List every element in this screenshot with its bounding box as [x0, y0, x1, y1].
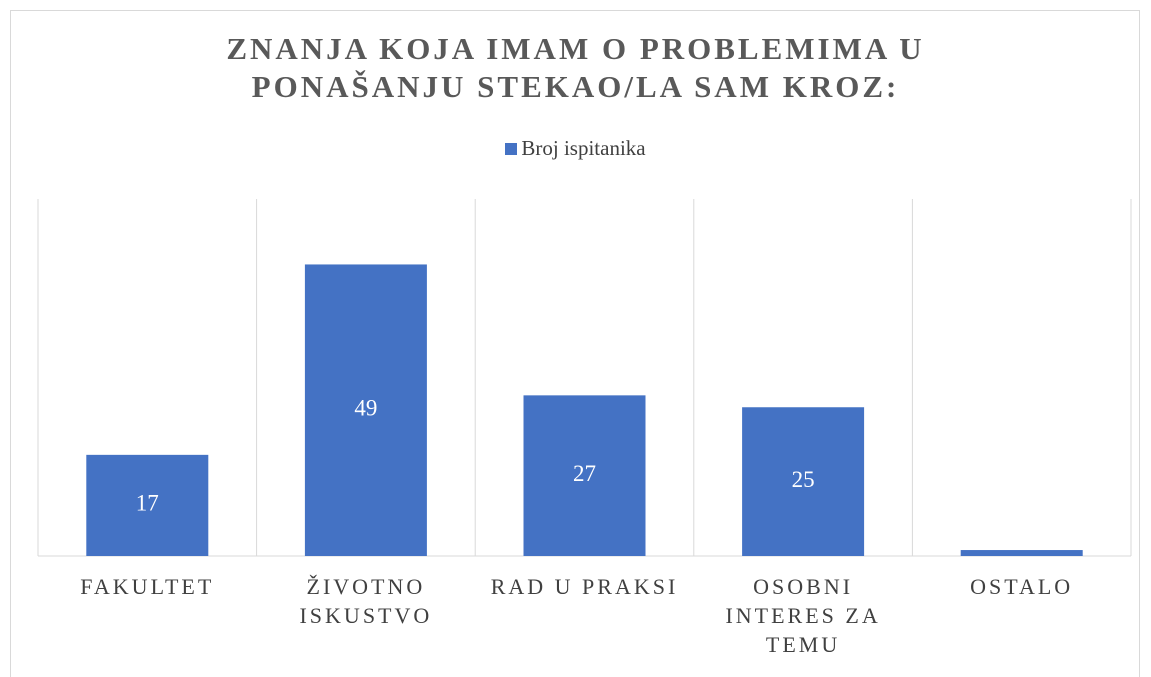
chart-title: ZNANJA KOJA IMAM O PROBLEMIMA U PONAŠANJ…: [226, 31, 925, 104]
legend-label: Broj ispitanika: [521, 136, 646, 160]
bar: [304, 264, 427, 556]
x-tick-label: RAD U PRAKSI: [490, 574, 679, 599]
data-label: 49: [354, 396, 377, 421]
x-tick-label: FAKULTET: [80, 574, 215, 599]
x-tick-label: OSOBNI INTERES ZA TEMU: [725, 574, 881, 657]
bar: [742, 407, 865, 556]
bar: [523, 395, 646, 556]
legend: Broj ispitanika: [0, 136, 1151, 161]
chart-frame: [10, 10, 1140, 677]
data-label: 25: [792, 467, 815, 492]
bar: [960, 550, 1083, 556]
legend-swatch: [505, 143, 518, 155]
x-tick-label: ŽIVOTNO ISKUSTVO: [299, 574, 433, 628]
bar: [86, 454, 209, 556]
data-label: 17: [136, 491, 159, 516]
data-label: 27: [573, 461, 596, 486]
x-tick-label: OSTALO: [970, 574, 1074, 599]
